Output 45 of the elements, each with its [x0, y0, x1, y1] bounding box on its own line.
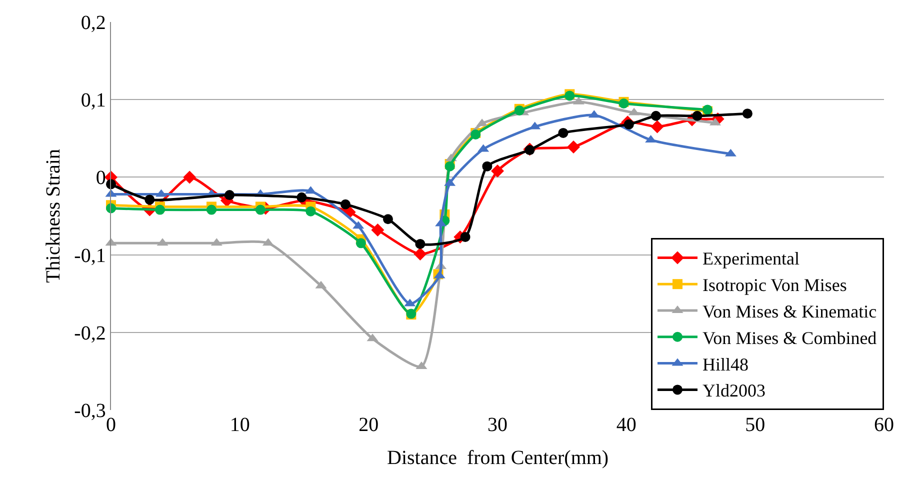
point	[415, 238, 426, 249]
x-tick-label: 50	[745, 414, 766, 436]
x-tick-label: 30	[488, 414, 508, 436]
point	[567, 140, 580, 154]
y-tick-label: -0,1	[74, 244, 106, 267]
point	[255, 204, 266, 215]
point	[482, 161, 492, 172]
point	[206, 204, 216, 215]
legend-label: Von Mises & Kinematic	[702, 302, 877, 322]
point	[183, 170, 196, 184]
point	[650, 110, 661, 121]
point	[558, 128, 568, 138]
point	[624, 119, 634, 130]
point	[371, 223, 384, 236]
x-tick-label: 20	[358, 414, 379, 436]
y-tick-label: 0,1	[80, 90, 106, 112]
point	[356, 238, 366, 248]
x-tick-label: 40	[616, 414, 636, 436]
y-tick-label: -0,2	[74, 322, 106, 344]
x-tick-label: 60	[874, 414, 894, 436]
legend-label: Experimental	[702, 248, 800, 269]
point	[144, 194, 155, 205]
point	[224, 190, 235, 200]
legend-label: Von Mises & Combined	[702, 328, 877, 348]
point	[650, 120, 664, 134]
y-tick-label: 0,2	[80, 12, 106, 34]
point	[296, 192, 307, 202]
point	[524, 145, 535, 156]
point	[491, 164, 504, 178]
point	[306, 206, 316, 216]
point	[382, 214, 393, 224]
x-tick-label: 10	[230, 414, 250, 436]
x-axis-title: Distance from Center(mm)	[387, 447, 609, 469]
legend-label: Yld2003	[702, 380, 766, 401]
point	[460, 232, 470, 242]
legend-label: Isotropic Von Mises	[702, 275, 847, 296]
y-tick-label: 0	[96, 167, 106, 190]
legend-label: Hill48	[702, 354, 749, 374]
point	[414, 248, 427, 261]
point	[692, 110, 702, 121]
y-axis-title: Thickness Strain	[42, 149, 65, 283]
point	[340, 199, 350, 210]
point	[742, 108, 752, 119]
y-tick-label: -0,3	[74, 400, 106, 422]
point	[154, 204, 165, 215]
